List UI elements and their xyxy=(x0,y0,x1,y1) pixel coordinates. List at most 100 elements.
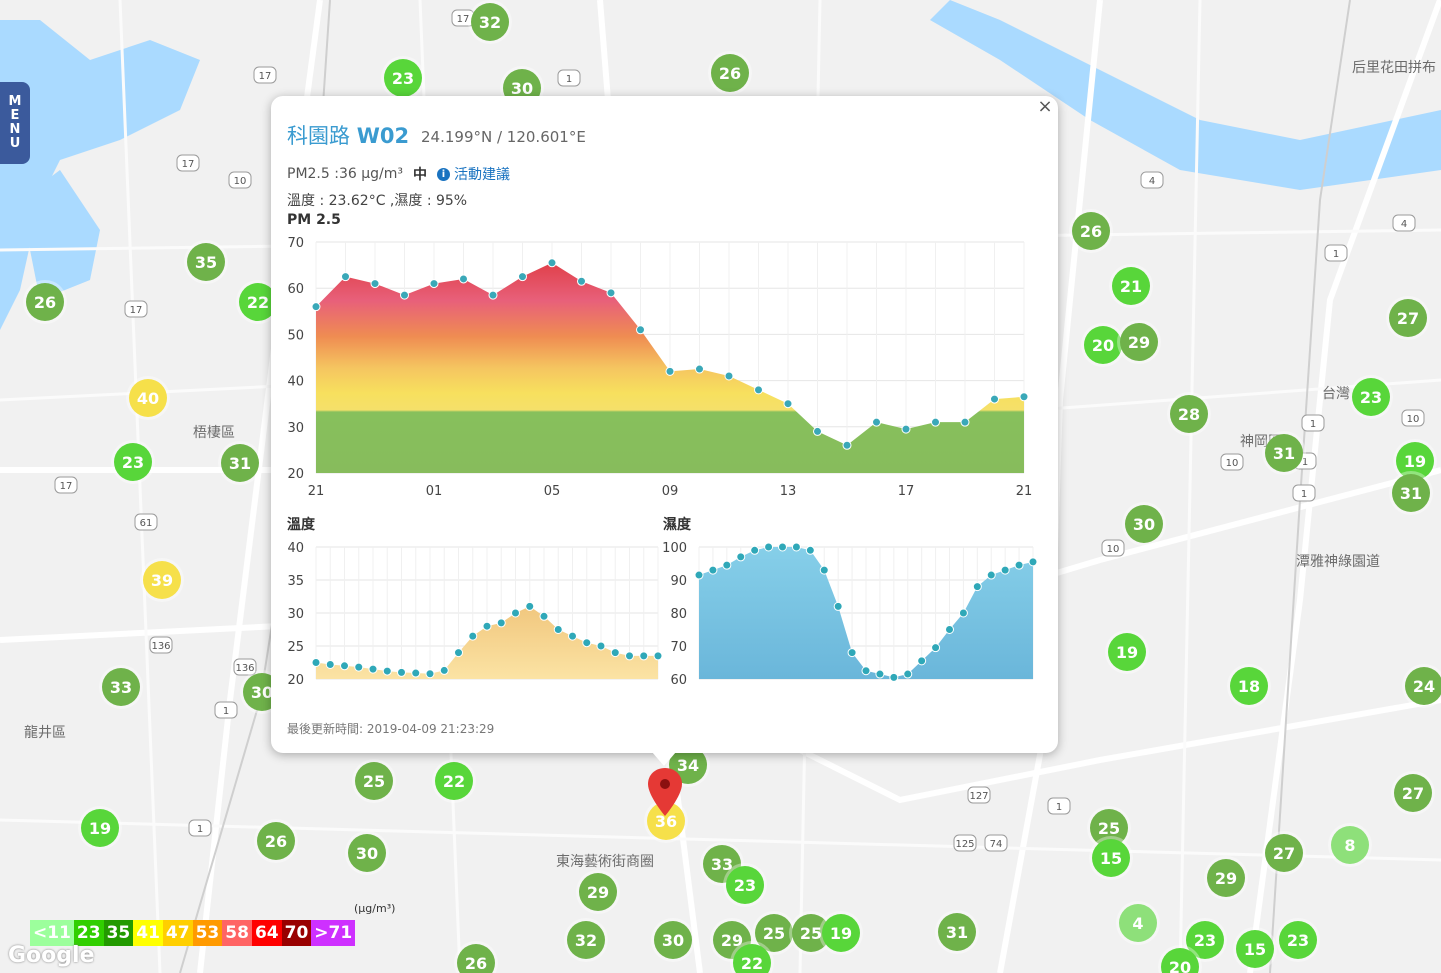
aq-station-marker[interactable]: 4 xyxy=(1119,904,1157,942)
data-point[interactable] xyxy=(819,565,829,575)
data-point[interactable] xyxy=(694,570,704,580)
data-point[interactable] xyxy=(488,290,498,300)
aq-station-marker[interactable]: 30 xyxy=(1125,505,1163,543)
aq-station-marker[interactable]: 23 xyxy=(726,866,764,904)
data-point[interactable] xyxy=(813,426,822,436)
data-point[interactable] xyxy=(847,648,857,658)
data-point[interactable] xyxy=(370,279,380,289)
data-point[interactable] xyxy=(778,542,787,552)
data-point[interactable] xyxy=(568,631,577,641)
data-point[interactable] xyxy=(596,641,606,651)
data-point[interactable] xyxy=(842,440,852,450)
data-point[interactable] xyxy=(889,672,899,682)
data-point[interactable] xyxy=(636,325,645,335)
data-point[interactable] xyxy=(986,570,996,580)
data-point[interactable] xyxy=(972,582,982,592)
aq-station-marker[interactable]: 15 xyxy=(1092,839,1130,877)
aq-station-marker[interactable]: 23 xyxy=(384,59,422,97)
data-point[interactable] xyxy=(708,565,718,575)
selected-pin-icon[interactable] xyxy=(648,768,682,816)
close-icon[interactable]: × xyxy=(1037,96,1053,117)
aq-station-marker[interactable]: 31 xyxy=(221,444,259,482)
data-point[interactable] xyxy=(750,545,760,555)
data-point[interactable] xyxy=(340,661,349,671)
aq-station-marker[interactable]: 31 xyxy=(1392,474,1430,512)
aq-station-marker[interactable]: 20 xyxy=(1084,326,1122,364)
data-point[interactable] xyxy=(783,399,793,409)
data-point[interactable] xyxy=(958,608,968,618)
data-point[interactable] xyxy=(577,276,586,286)
data-point[interactable] xyxy=(610,648,620,658)
data-point[interactable] xyxy=(482,621,492,631)
data-point[interactable] xyxy=(931,417,940,427)
data-point[interactable] xyxy=(805,545,815,555)
data-point[interactable] xyxy=(311,658,321,667)
data-point[interactable] xyxy=(325,659,335,669)
aq-station-marker[interactable]: 40 xyxy=(129,379,167,417)
aq-station-marker[interactable]: 33 xyxy=(703,845,741,883)
aq-station-marker[interactable]: 32 xyxy=(567,921,605,959)
aq-station-marker[interactable]: 19 xyxy=(1108,633,1146,671)
aq-station-marker[interactable]: 30 xyxy=(654,921,692,959)
aq-station-marker[interactable]: 21 xyxy=(1112,267,1150,305)
aq-station-marker[interactable]: 26 xyxy=(257,822,295,860)
aq-station-marker[interactable]: 31 xyxy=(1265,434,1303,472)
aq-station-marker[interactable]: 35 xyxy=(187,243,225,281)
aq-station-marker[interactable]: 29 xyxy=(579,873,617,911)
data-point[interactable] xyxy=(525,601,535,611)
data-point[interactable] xyxy=(917,656,927,666)
data-point[interactable] xyxy=(397,667,406,677)
data-point[interactable] xyxy=(903,669,913,679)
data-point[interactable] xyxy=(625,651,634,661)
aq-station-marker[interactable]: 29 xyxy=(1120,323,1158,361)
menu-tab-button[interactable]: M E N U xyxy=(0,82,30,164)
aq-station-marker[interactable]: 8 xyxy=(1331,826,1369,864)
data-point[interactable] xyxy=(665,366,675,376)
data-point[interactable] xyxy=(411,668,421,678)
data-point[interactable] xyxy=(439,665,449,675)
data-point[interactable] xyxy=(354,662,364,672)
data-point[interactable] xyxy=(454,648,463,658)
aq-station-marker[interactable]: 26 xyxy=(457,944,495,973)
aq-station-marker[interactable]: 19 xyxy=(1396,442,1434,480)
data-point[interactable] xyxy=(429,279,439,289)
data-point[interactable] xyxy=(754,385,763,395)
aq-station-marker[interactable]: 27 xyxy=(1394,774,1432,812)
data-point[interactable] xyxy=(468,631,478,641)
data-point[interactable] xyxy=(425,669,435,679)
data-point[interactable] xyxy=(1014,560,1024,570)
aq-station-marker[interactable]: 19 xyxy=(81,809,119,847)
data-point[interactable] xyxy=(341,272,350,282)
data-point[interactable] xyxy=(875,669,885,679)
aq-station-marker[interactable]: 32 xyxy=(471,3,509,41)
data-point[interactable] xyxy=(382,666,392,676)
data-point[interactable] xyxy=(736,552,746,562)
aq-station-marker[interactable]: 27 xyxy=(1265,834,1303,872)
data-point[interactable] xyxy=(539,611,549,621)
aq-station-marker[interactable]: 15 xyxy=(1236,930,1274,968)
aq-station-marker[interactable]: 19 xyxy=(822,914,860,952)
activity-advice-link[interactable]: i 活動建議 xyxy=(436,164,510,184)
aq-station-marker[interactable]: 22 xyxy=(435,762,473,800)
aq-station-marker[interactable]: 39 xyxy=(143,561,181,599)
data-point[interactable] xyxy=(400,290,409,300)
aq-station-marker[interactable]: 31 xyxy=(938,913,976,951)
aq-station-marker[interactable]: 23 xyxy=(114,443,152,481)
data-point[interactable] xyxy=(582,638,592,648)
data-point[interactable] xyxy=(518,272,527,282)
data-point[interactable] xyxy=(547,258,557,268)
aq-station-marker[interactable]: 26 xyxy=(1072,212,1110,250)
data-point[interactable] xyxy=(791,542,801,552)
data-point[interactable] xyxy=(945,625,954,634)
data-point[interactable] xyxy=(606,288,616,298)
data-point[interactable] xyxy=(311,302,321,312)
aq-station-marker[interactable]: 27 xyxy=(1389,299,1427,337)
data-point[interactable] xyxy=(553,625,563,634)
data-point[interactable] xyxy=(901,424,911,434)
aq-station-marker[interactable]: 25 xyxy=(355,762,393,800)
aq-station-marker[interactable]: 29 xyxy=(1207,859,1245,897)
aq-station-marker[interactable]: 22 xyxy=(733,944,771,973)
data-point[interactable] xyxy=(872,417,881,427)
aq-station-marker[interactable]: 33 xyxy=(102,668,140,706)
aq-station-marker[interactable]: 24 xyxy=(1405,667,1441,705)
